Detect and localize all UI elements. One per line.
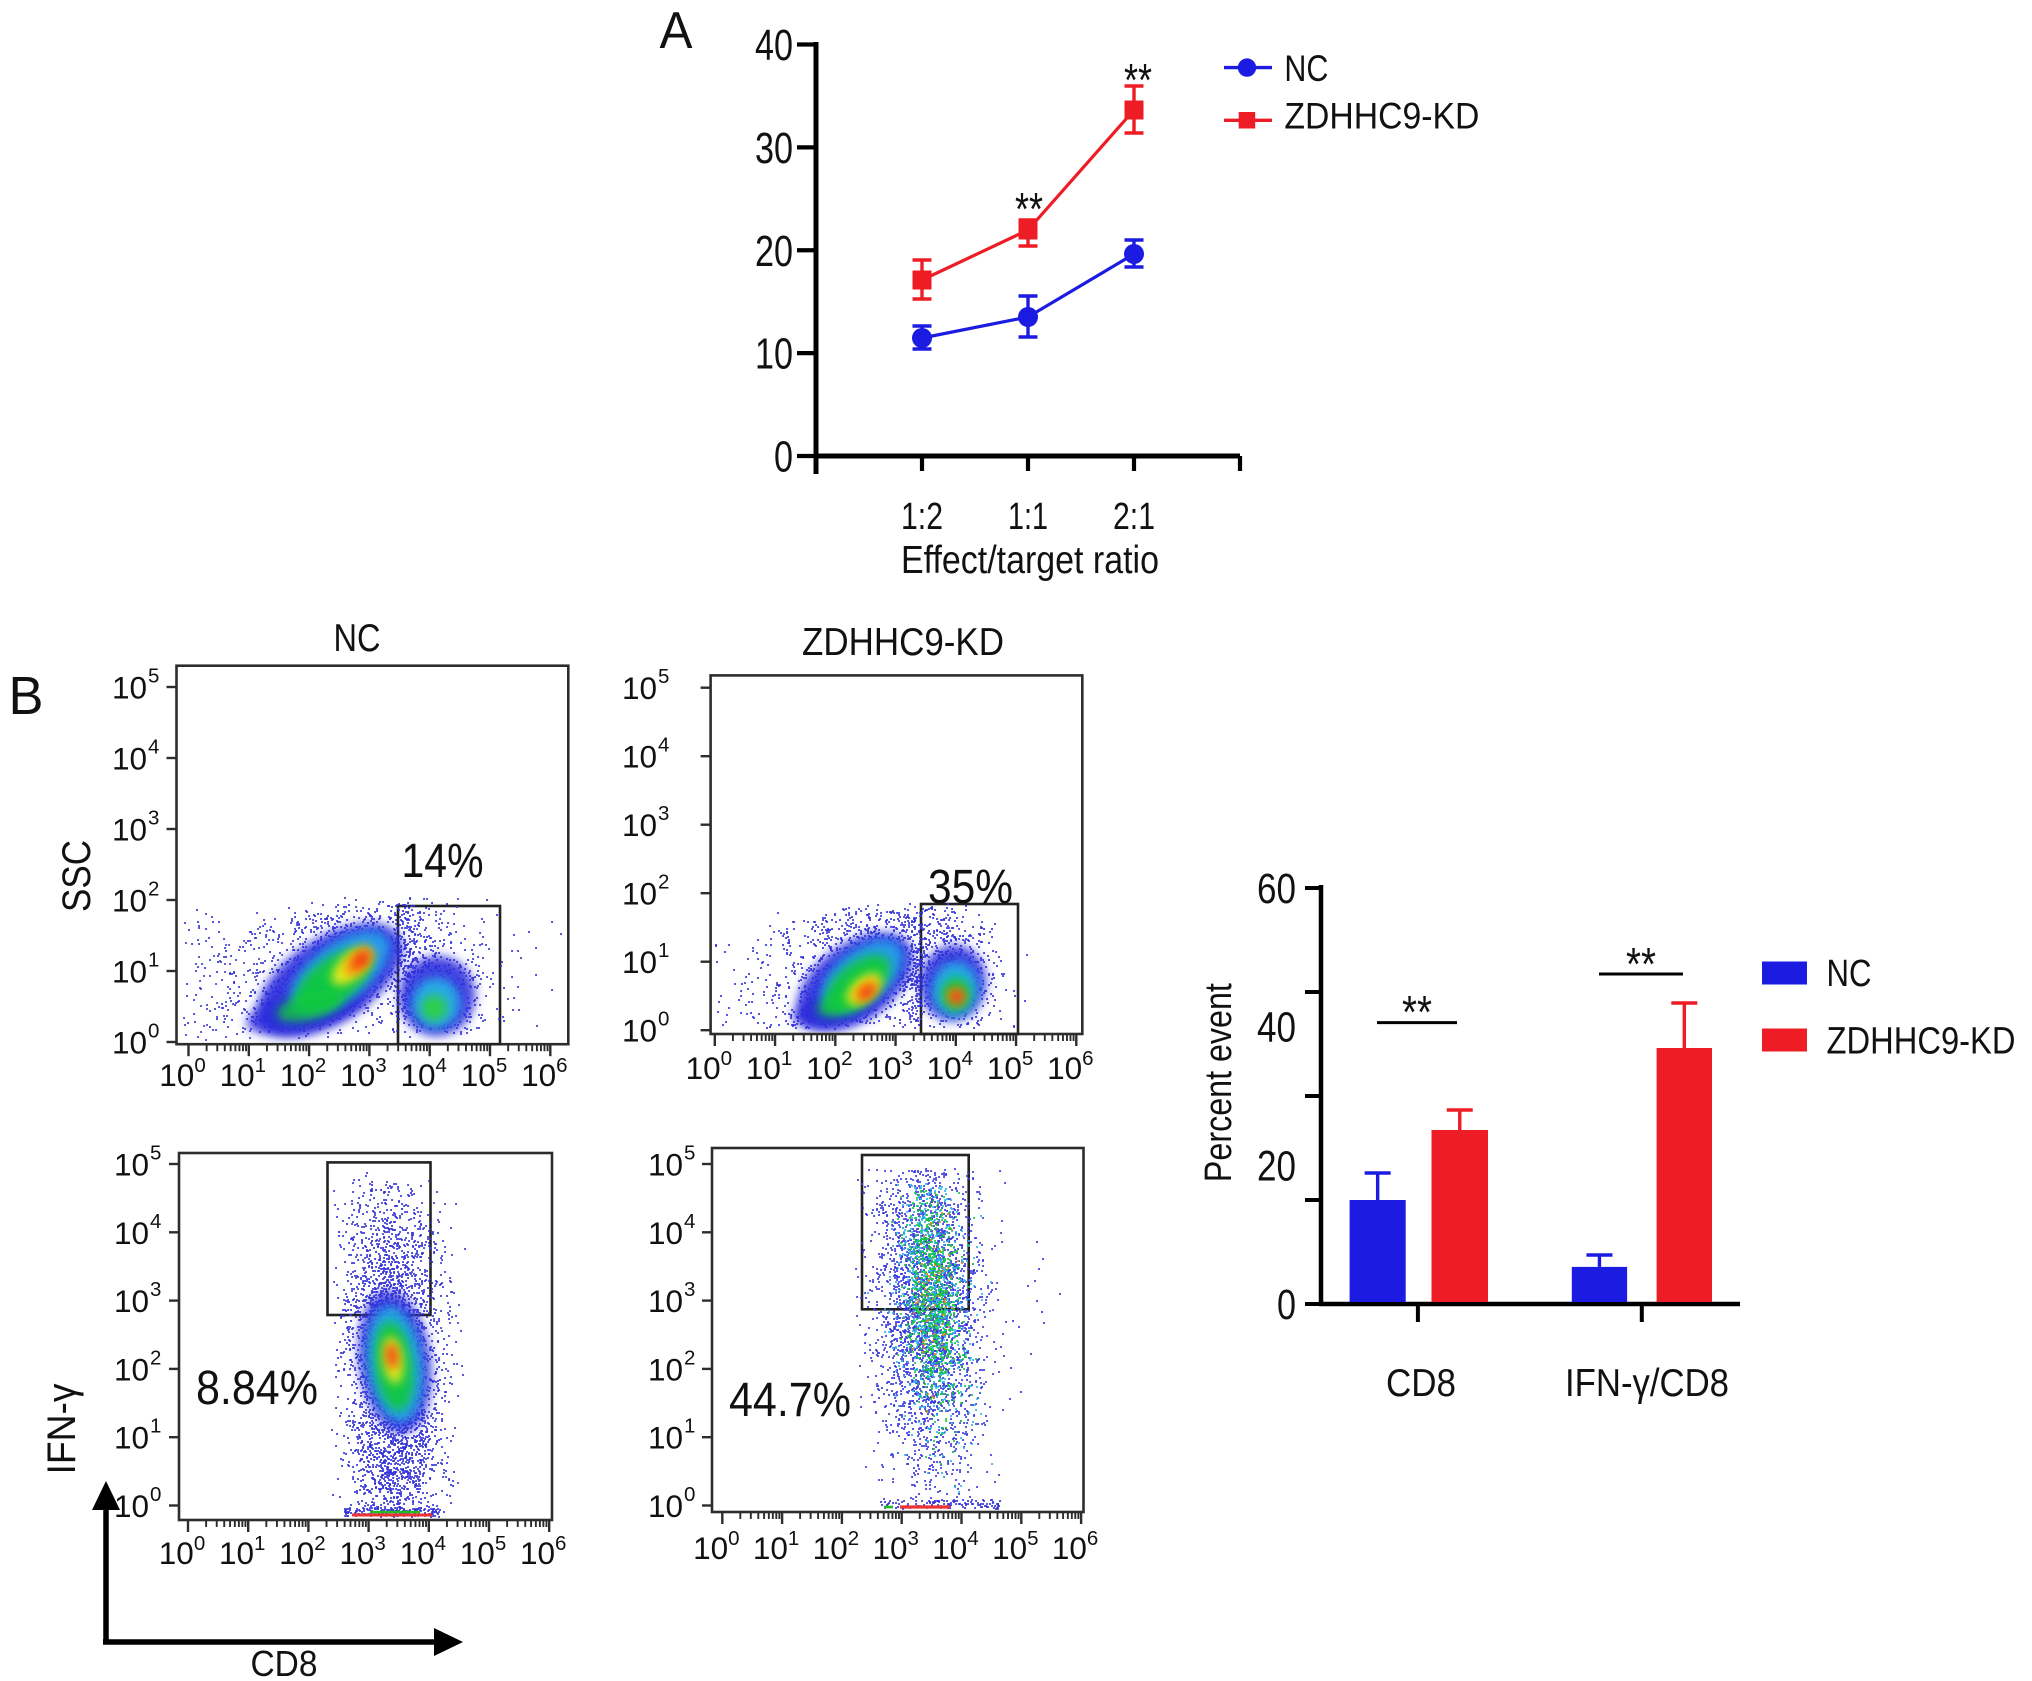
svg-text:40: 40 [1257, 1005, 1296, 1052]
svg-text:10: 10 [112, 883, 147, 919]
svg-text:2: 2 [150, 1346, 161, 1369]
svg-text:10: 10 [648, 1488, 683, 1524]
svg-text:10: 10 [114, 1215, 149, 1251]
svg-text:3: 3 [684, 1278, 695, 1301]
svg-text:IFN-γ/CD8: IFN-γ/CD8 [1565, 1362, 1729, 1405]
svg-text:NC: NC [1827, 953, 1872, 995]
svg-text:10: 10 [112, 1025, 147, 1061]
svg-text:ZDHHC9-KD: ZDHHC9-KD [1827, 1021, 2016, 1063]
svg-text:10: 10 [114, 1147, 149, 1183]
svg-text:44.7%: 44.7% [729, 1374, 851, 1427]
svg-text:4: 4 [658, 734, 669, 757]
svg-text:20: 20 [1257, 1143, 1296, 1190]
svg-text:10: 10 [648, 1215, 683, 1251]
svg-text:5: 5 [684, 1142, 695, 1165]
svg-text:4: 4 [684, 1210, 695, 1233]
svg-text:106: 106 [1047, 1047, 1093, 1086]
svg-text:10: 10 [648, 1147, 683, 1183]
svg-text:2: 2 [658, 871, 669, 894]
svg-text:1:1: 1:1 [1008, 496, 1048, 538]
svg-text:CD8: CD8 [1386, 1362, 1456, 1405]
svg-text:1: 1 [658, 939, 669, 962]
svg-text:0: 0 [774, 433, 793, 482]
svg-text:NC: NC [334, 617, 381, 660]
svg-text:20: 20 [755, 227, 793, 276]
svg-text:1:2: 1:2 [901, 496, 943, 538]
svg-text:4: 4 [148, 736, 159, 759]
svg-text:A: A [660, 2, 693, 60]
svg-text:2: 2 [148, 878, 159, 901]
svg-text:14%: 14% [402, 835, 484, 888]
svg-text:**: ** [1626, 938, 1656, 990]
svg-text:3: 3 [658, 802, 669, 825]
svg-text:10: 10 [112, 670, 147, 706]
svg-text:2:1: 2:1 [1113, 496, 1155, 538]
svg-text:5: 5 [150, 1142, 161, 1165]
svg-text:10: 10 [622, 739, 657, 775]
svg-text:8.84%: 8.84% [196, 1362, 318, 1415]
svg-text:3: 3 [150, 1278, 161, 1301]
svg-text:B: B [9, 666, 44, 726]
svg-text:SSC: SSC [55, 840, 99, 912]
svg-text:IFN-γ: IFN-γ [40, 1384, 84, 1475]
svg-text:10: 10 [648, 1420, 683, 1456]
svg-text:0: 0 [150, 1483, 161, 1506]
svg-text:0: 0 [1277, 1282, 1296, 1329]
svg-text:**: ** [1015, 183, 1043, 235]
svg-text:5: 5 [148, 665, 159, 688]
svg-text:103: 103 [339, 1532, 385, 1571]
svg-text:4: 4 [150, 1210, 161, 1233]
svg-text:10: 10 [112, 954, 147, 990]
svg-text:10: 10 [114, 1351, 149, 1387]
svg-text:2: 2 [684, 1346, 695, 1369]
svg-text:10: 10 [622, 807, 657, 843]
svg-text:35%: 35% [928, 861, 1013, 914]
svg-text:5: 5 [658, 665, 669, 688]
svg-text:1: 1 [150, 1415, 161, 1438]
svg-text:1: 1 [148, 949, 159, 972]
svg-text:3: 3 [148, 807, 159, 830]
svg-text:10: 10 [755, 330, 793, 379]
svg-text:0: 0 [658, 1008, 669, 1031]
svg-text:10: 10 [622, 670, 657, 706]
svg-text:10: 10 [622, 1013, 657, 1049]
svg-text:ZDHHC9-KD: ZDHHC9-KD [1284, 95, 1479, 137]
svg-text:Effect/target ratio: Effect/target ratio [901, 539, 1159, 582]
svg-text:**: ** [1124, 54, 1152, 106]
svg-text:10: 10 [112, 812, 147, 848]
svg-text:0: 0 [148, 1020, 159, 1043]
svg-text:10: 10 [622, 876, 657, 912]
svg-text:60: 60 [1257, 866, 1296, 913]
svg-text:10: 10 [114, 1420, 149, 1456]
svg-text:10: 10 [648, 1283, 683, 1319]
svg-text:**: ** [1402, 986, 1432, 1038]
svg-text:10: 10 [112, 741, 147, 777]
svg-text:1: 1 [684, 1415, 695, 1438]
svg-text:10: 10 [622, 944, 657, 980]
svg-text:40: 40 [755, 21, 793, 70]
svg-text:30: 30 [755, 124, 793, 173]
svg-text:0: 0 [684, 1483, 695, 1506]
svg-text:10: 10 [114, 1488, 149, 1524]
svg-text:NC: NC [1284, 47, 1328, 89]
svg-text:10: 10 [648, 1351, 683, 1387]
svg-text:10: 10 [114, 1283, 149, 1319]
svg-text:ZDHHC9-KD: ZDHHC9-KD [802, 621, 1004, 664]
svg-text:Percent event: Percent event [1198, 983, 1240, 1182]
svg-text:CD8: CD8 [251, 1643, 318, 1681]
